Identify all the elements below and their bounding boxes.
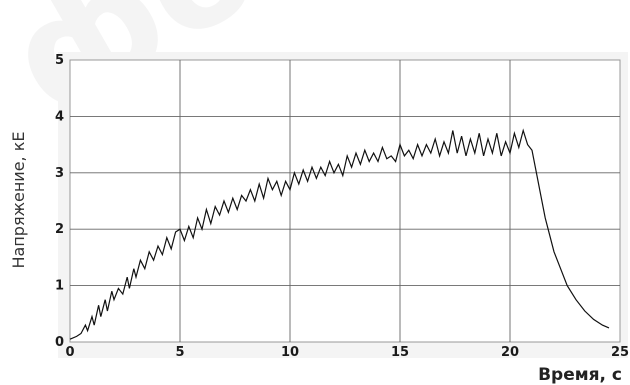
x-tick-labels: 0 5 10 15 20 25	[65, 345, 629, 360]
y-tick-label: 2	[55, 222, 64, 237]
y-tick-label: 4	[55, 109, 64, 124]
y-tick-label: 1	[55, 279, 64, 294]
x-tick-label: 0	[65, 345, 74, 360]
x-tick-label: 10	[281, 345, 299, 360]
y-tick-label: 5	[55, 53, 64, 68]
y-axis-label: Напряжение, кЕ	[9, 132, 28, 269]
x-tick-label: 5	[175, 345, 184, 360]
y-tick-label: 0	[55, 335, 64, 350]
y-tick-labels: 0 1 2 3 4 5	[55, 53, 64, 350]
x-tick-label: 20	[501, 345, 519, 360]
plot-area	[69, 59, 621, 343]
y-tick-label: 3	[55, 166, 64, 181]
x-tick-label: 25	[611, 345, 629, 360]
grid	[70, 60, 620, 342]
series-line	[69, 128, 610, 340]
x-tick-label: 15	[391, 345, 409, 360]
x-axis-label: Время, с	[538, 365, 622, 385]
